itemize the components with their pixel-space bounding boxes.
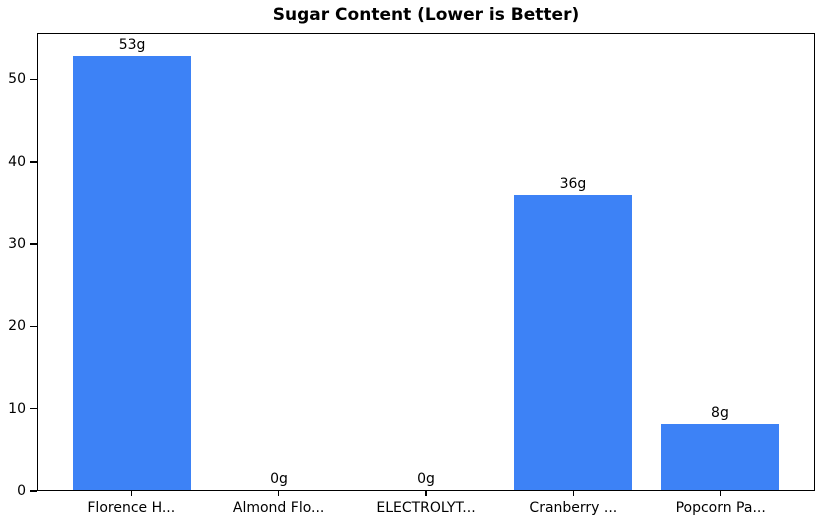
x-tick-label: Florence H... — [87, 500, 176, 516]
bar — [73, 55, 191, 490]
bar-value-label: 36g — [559, 176, 587, 193]
x-tick-label: Popcorn Pa... — [675, 500, 766, 516]
bar-value-label: 8g — [711, 405, 729, 422]
x-tick-mark — [425, 491, 427, 496]
y-tick-mark — [30, 243, 37, 245]
y-tick-label: 40 — [8, 153, 26, 170]
y-tick-label: 50 — [8, 71, 26, 88]
chart-title: Sugar Content (Lower is Better) — [272, 5, 580, 25]
y-tick-mark — [30, 407, 37, 410]
x-tick-label: Cranberry ... — [529, 500, 618, 516]
bar — [514, 195, 632, 490]
y-tick-label: 30 — [8, 236, 26, 253]
bar-value-label: 0g — [417, 471, 435, 487]
x-tick-mark — [277, 491, 280, 496]
y-tick-label: 20 — [8, 318, 26, 335]
y-tick-label: 0 — [17, 483, 26, 499]
y-tick-label: 10 — [8, 400, 26, 417]
x-tick-mark — [130, 491, 133, 496]
plot-area: 53g 0g 0g 36g 8g — [37, 33, 815, 491]
y-tick-mark — [30, 325, 37, 328]
bar-value-label: 53g — [118, 36, 146, 53]
x-tick-label: ELECTROLYT... — [376, 500, 476, 516]
bar — [661, 424, 779, 490]
y-tick-mark — [30, 490, 37, 492]
x-tick-mark — [572, 491, 575, 496]
x-tick-label: Almond Flo... — [232, 500, 325, 516]
bar-value-label: 0g — [270, 471, 288, 487]
y-tick-mark — [30, 161, 37, 163]
x-tick-mark — [719, 491, 722, 496]
y-tick-mark — [30, 78, 37, 81]
